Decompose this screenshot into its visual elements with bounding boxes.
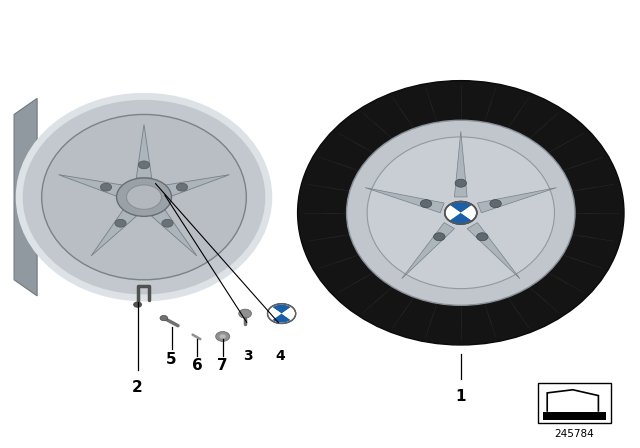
Polygon shape xyxy=(477,188,556,213)
Circle shape xyxy=(239,309,252,318)
Circle shape xyxy=(177,183,188,191)
Text: 6: 6 xyxy=(192,358,202,373)
Polygon shape xyxy=(164,175,230,197)
Text: 245784: 245784 xyxy=(554,429,595,439)
Polygon shape xyxy=(467,223,520,279)
Ellipse shape xyxy=(298,81,624,345)
Circle shape xyxy=(133,302,142,308)
Polygon shape xyxy=(402,223,454,279)
Circle shape xyxy=(445,202,477,224)
Polygon shape xyxy=(152,209,197,256)
Ellipse shape xyxy=(19,96,269,298)
Bar xyxy=(543,412,606,420)
Polygon shape xyxy=(14,98,37,296)
Circle shape xyxy=(220,334,226,339)
Circle shape xyxy=(477,233,488,241)
Polygon shape xyxy=(269,307,282,320)
Text: 5: 5 xyxy=(166,352,177,366)
Polygon shape xyxy=(58,175,124,197)
Circle shape xyxy=(455,179,467,187)
Circle shape xyxy=(138,161,150,169)
Circle shape xyxy=(420,200,432,208)
Circle shape xyxy=(160,315,168,321)
Text: 3: 3 xyxy=(243,349,253,363)
Polygon shape xyxy=(273,314,291,323)
Text: 2: 2 xyxy=(132,380,143,395)
Ellipse shape xyxy=(347,121,575,306)
Circle shape xyxy=(216,332,230,341)
Polygon shape xyxy=(91,209,136,256)
Polygon shape xyxy=(450,213,472,224)
Circle shape xyxy=(445,202,477,224)
Text: 1: 1 xyxy=(456,389,466,404)
Text: 4: 4 xyxy=(275,349,285,363)
Circle shape xyxy=(268,304,296,323)
Circle shape xyxy=(116,178,172,216)
Ellipse shape xyxy=(42,114,246,280)
Ellipse shape xyxy=(367,137,554,289)
Polygon shape xyxy=(445,205,461,220)
Circle shape xyxy=(434,233,445,241)
Polygon shape xyxy=(450,202,472,213)
Polygon shape xyxy=(454,131,467,197)
Text: 7: 7 xyxy=(218,358,228,373)
Polygon shape xyxy=(273,305,291,314)
FancyBboxPatch shape xyxy=(538,383,611,423)
Polygon shape xyxy=(136,125,152,178)
Circle shape xyxy=(162,219,173,227)
Polygon shape xyxy=(461,205,476,220)
Polygon shape xyxy=(365,188,444,213)
Polygon shape xyxy=(282,307,294,320)
Circle shape xyxy=(127,185,161,209)
Circle shape xyxy=(115,219,126,227)
Circle shape xyxy=(100,183,111,191)
Circle shape xyxy=(490,200,501,208)
